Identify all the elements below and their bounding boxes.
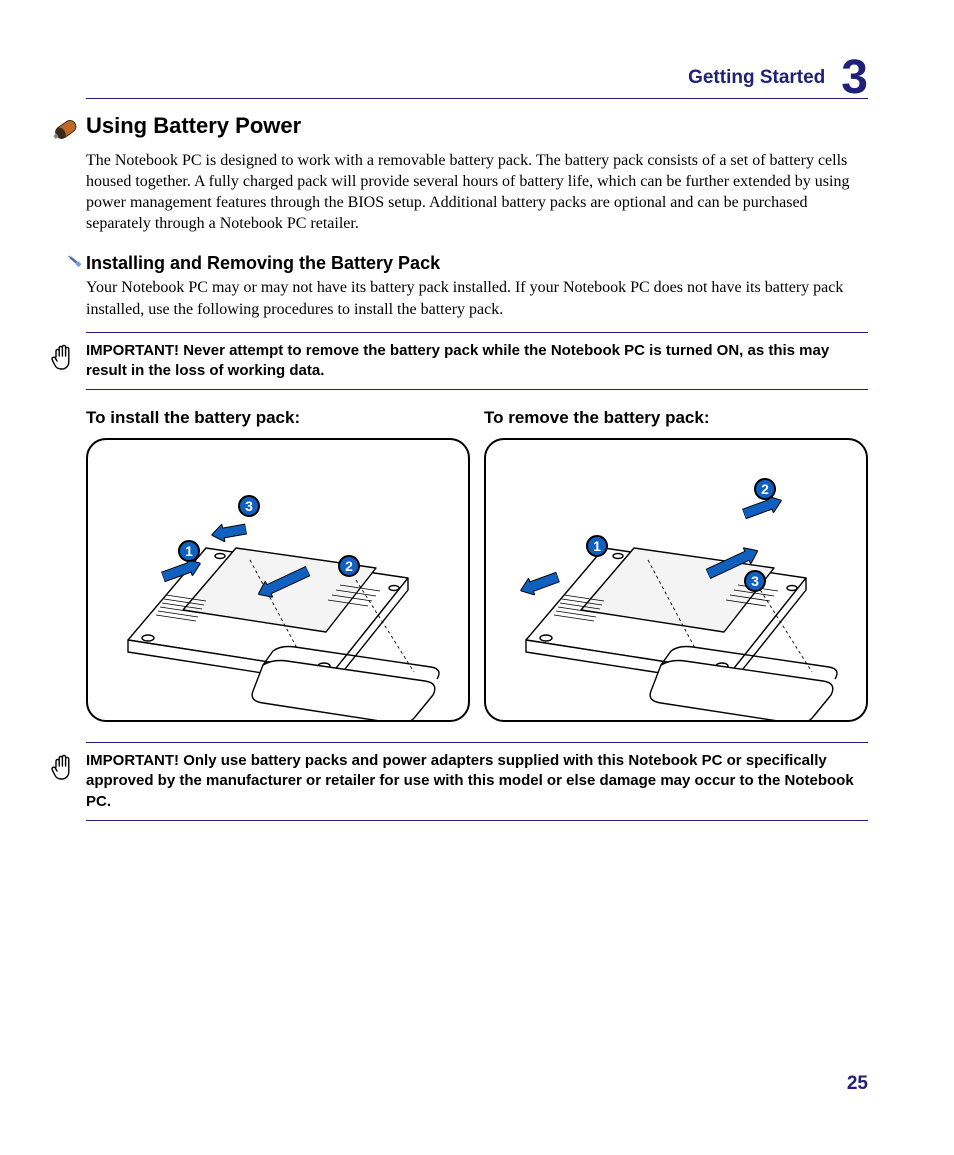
heading-using-battery-power: Using Battery Power	[86, 113, 301, 139]
paragraph-battery-intro: The Notebook PC is designed to work with…	[86, 150, 868, 234]
step-bubble: 1	[586, 535, 608, 557]
hand-stop-icon	[48, 341, 80, 380]
step-bubble: 3	[238, 495, 260, 517]
remove-column: To remove the battery pack:	[484, 408, 868, 722]
section-install-remove: Installing and Removing the Battery Pack…	[86, 252, 868, 319]
step-bubble: 1	[178, 540, 200, 562]
important-text-poweron: IMPORTANT! Never attempt to remove the b…	[86, 341, 868, 382]
remove-title: To remove the battery pack:	[484, 408, 868, 428]
install-illustration: 1 2 3	[86, 438, 470, 722]
install-remove-columns: To install the battery pack:	[86, 408, 868, 722]
hand-stop-icon	[48, 751, 80, 790]
battery-icon	[48, 115, 82, 150]
step-bubble: 3	[744, 570, 766, 592]
step-bubble: 2	[338, 555, 360, 577]
paragraph-install-remove: Your Notebook PC may or may not have its…	[86, 277, 868, 319]
page-number: 25	[847, 1073, 868, 1095]
step-bubble: 2	[754, 478, 776, 500]
important-callout-poweron: IMPORTANT! Never attempt to remove the b…	[86, 332, 868, 391]
remove-illustration: 1 2 3	[484, 438, 868, 722]
header-section-title: Getting Started	[688, 68, 825, 87]
heading-install-remove: Installing and Removing the Battery Pack	[86, 253, 440, 274]
important-text-approved-parts: IMPORTANT! Only use battery packs and po…	[86, 751, 868, 812]
install-title: To install the battery pack:	[86, 408, 470, 428]
section-using-battery-power: Using Battery Power The Notebook PC is d…	[86, 113, 868, 234]
header-chapter-number: 3	[841, 54, 868, 102]
install-column: To install the battery pack:	[86, 408, 470, 722]
screwdriver-icon	[66, 252, 84, 275]
manual-page: Getting Started 3 Using Battery Power Th…	[0, 0, 954, 1155]
page-header: Getting Started 3	[86, 48, 868, 99]
important-callout-approved-parts: IMPORTANT! Only use battery packs and po…	[86, 742, 868, 821]
